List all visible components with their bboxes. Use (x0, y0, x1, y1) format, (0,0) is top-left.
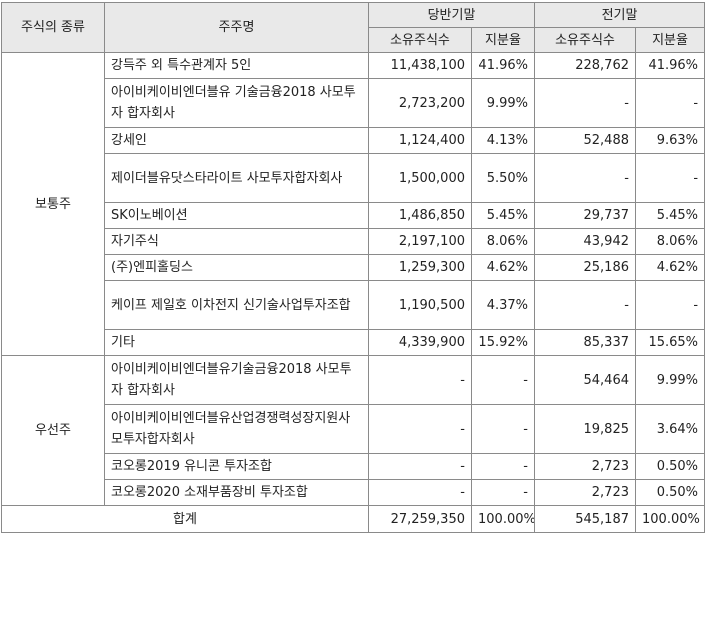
previous-ratio-cell: 0.50% (634, 479, 706, 506)
header-stock-type: 주식의 종류 (1, 2, 105, 53)
stock-type-cell: 보통주 (1, 52, 105, 356)
table-row: 케이프 제일호 이차전지 신기술사업투자조합 1,190,500 4.37% -… (2, 280, 706, 330)
table-row: 보통주 강득주 외 특수관계자 5인 11,438,100 41.96% 228… (1, 52, 706, 356)
previous-ratio-cell: 5.45% (634, 202, 706, 229)
previous-shares-cell: 43,942 (534, 228, 636, 255)
table-row: 코오롱2019 유니콘 투자조합 - - 2,723 0.50% (2, 453, 706, 480)
table-row: 기타 4,339,900 15.92% 85,337 15.65% (2, 329, 706, 356)
table-row: 아이비케이비엔더블유 기술금융2018 사모투자 합자회사 2,723,200 … (2, 78, 706, 128)
header-current-shares: 소유주식수 (368, 27, 472, 53)
holder-name-cell: 아이비케이비엔더블유기술금융2018 사모투자 합자회사 (104, 355, 369, 405)
header-current-ratio: 지분율 (471, 27, 535, 53)
previous-ratio-cell: 3.64% (634, 404, 706, 454)
holder-name-cell: 자기주식 (104, 228, 369, 255)
current-ratio-cell: 5.50% (471, 153, 535, 203)
previous-ratio-cell: 15.65% (634, 329, 706, 356)
total-current-ratio: 100.00% (471, 505, 535, 533)
table-row: 제이더블유닷스타라이트 사모투자합자회사 1,500,000 5.50% - - (2, 153, 706, 203)
current-shares-cell: 2,197,100 (368, 228, 472, 255)
current-ratio-cell: 15.92% (471, 329, 535, 356)
previous-ratio-cell: - (634, 78, 706, 128)
holder-name-cell: (주)엔피홀딩스 (104, 254, 369, 281)
holder-name-cell: 제이더블유닷스타라이트 사모투자합자회사 (104, 153, 369, 203)
current-shares-cell: 1,500,000 (368, 153, 472, 203)
header-previous-ratio: 지분율 (634, 27, 706, 53)
current-ratio-cell: 41.96% (471, 52, 535, 79)
current-shares-cell: 2,723,200 (368, 78, 472, 128)
previous-ratio-cell: 0.50% (634, 453, 706, 480)
total-current-shares: 27,259,350 (368, 505, 472, 533)
current-shares-cell: 1,259,300 (368, 254, 472, 281)
current-shares-cell: 11,438,100 (368, 52, 472, 79)
table-row: 아이비케이비엔더블유산업경쟁력성장지원사모투자합자회사 - - 19,825 3… (2, 404, 706, 454)
holder-name-cell: 기타 (104, 329, 369, 356)
current-ratio-cell: 4.62% (471, 254, 535, 281)
current-ratio-cell: - (471, 453, 535, 480)
previous-ratio-cell: 8.06% (634, 228, 706, 255)
previous-shares-cell: - (534, 280, 636, 330)
previous-ratio-cell: 9.63% (634, 127, 706, 154)
holder-name-cell: 강세인 (104, 127, 369, 154)
current-shares-cell: 1,190,500 (368, 280, 472, 330)
previous-shares-cell: - (534, 78, 636, 128)
current-ratio-cell: 5.45% (471, 202, 535, 229)
current-ratio-cell: - (471, 404, 535, 454)
current-ratio-cell: 4.37% (471, 280, 535, 330)
total-row: 합계 27,259,350 100.00% 545,187 100.00% (1, 505, 706, 533)
total-previous-shares: 545,187 (534, 505, 636, 533)
holder-name-cell: 코오롱2019 유니콘 투자조합 (104, 453, 369, 480)
current-shares-cell: - (368, 453, 472, 480)
stock-type-cell: 우선주 (1, 355, 105, 506)
previous-shares-cell: - (534, 153, 636, 203)
previous-shares-cell: 29,737 (534, 202, 636, 229)
current-shares-cell: - (368, 479, 472, 506)
previous-shares-cell: 2,723 (534, 479, 636, 506)
current-ratio-cell: 8.06% (471, 228, 535, 255)
previous-shares-cell: 52,488 (534, 127, 636, 154)
table-row: 코오롱2020 소재부품장비 투자조합 - - 2,723 0.50% (2, 479, 706, 506)
previous-shares-cell: 85,337 (534, 329, 636, 356)
current-ratio-cell: 9.99% (471, 78, 535, 128)
current-shares-cell: 1,124,400 (368, 127, 472, 154)
header-current-period: 당반기말 (368, 2, 535, 28)
current-shares-cell: - (368, 355, 472, 405)
previous-ratio-cell: 41.96% (634, 52, 706, 79)
previous-shares-cell: 2,723 (534, 453, 636, 480)
previous-shares-cell: 54,464 (534, 355, 636, 405)
table-row: 자기주식 2,197,100 8.06% 43,942 8.06% (2, 228, 706, 255)
holder-name-cell: 케이프 제일호 이차전지 신기술사업투자조합 (104, 280, 369, 330)
current-ratio-cell: 4.13% (471, 127, 535, 154)
current-ratio-cell: - (471, 355, 535, 405)
header-previous-shares: 소유주식수 (534, 27, 636, 53)
previous-shares-cell: 19,825 (534, 404, 636, 454)
shareholder-table: 주식의 종류 주주명 당반기말 전기말 소유주식수 지분율 소유주식수 지분율 … (1, 2, 706, 533)
holder-name-cell: 코오롱2020 소재부품장비 투자조합 (104, 479, 369, 506)
previous-ratio-cell: - (634, 153, 706, 203)
total-previous-ratio: 100.00% (634, 505, 706, 533)
current-shares-cell: - (368, 404, 472, 454)
previous-ratio-cell: 9.99% (634, 355, 706, 405)
holder-name-cell: 강득주 외 특수관계자 5인 (104, 52, 369, 79)
table-row: (주)엔피홀딩스 1,259,300 4.62% 25,186 4.62% (2, 254, 706, 281)
previous-ratio-cell: 4.62% (634, 254, 706, 281)
header-previous-period: 전기말 (533, 2, 706, 28)
table-row: SK이노베이션 1,486,850 5.45% 29,737 5.45% (2, 202, 706, 229)
previous-ratio-cell: - (634, 280, 706, 330)
current-shares-cell: 4,339,900 (368, 329, 472, 356)
current-ratio-cell: - (471, 479, 535, 506)
previous-shares-cell: 25,186 (534, 254, 636, 281)
holder-name-cell: SK이노베이션 (104, 202, 369, 229)
table-row: 강세인 1,124,400 4.13% 52,488 9.63% (2, 127, 706, 154)
current-shares-cell: 1,486,850 (368, 202, 472, 229)
total-label: 합계 (1, 505, 369, 533)
previous-shares-cell: 228,762 (534, 52, 636, 79)
holder-name-cell: 아이비케이비엔더블유산업경쟁력성장지원사모투자합자회사 (104, 404, 369, 454)
table-row: 우선주 아이비케이비엔더블유기술금융2018 사모투자 합자회사 - - 54,… (1, 355, 706, 506)
header-holder-name: 주주명 (104, 2, 369, 53)
holder-name-cell: 아이비케이비엔더블유 기술금융2018 사모투자 합자회사 (104, 78, 369, 128)
